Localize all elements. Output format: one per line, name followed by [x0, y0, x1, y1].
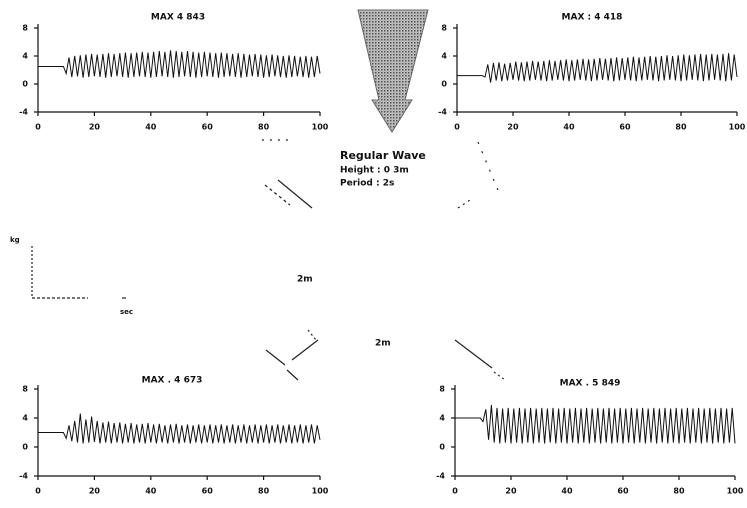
x-tick-label: 80	[673, 487, 685, 496]
data-line	[457, 53, 737, 82]
x-tick-label: 100	[312, 123, 329, 132]
x-tick-label: 60	[617, 487, 629, 496]
x-tick-label: 20	[89, 123, 101, 132]
x-tick-label: 100	[729, 123, 746, 132]
data-line	[38, 50, 320, 77]
chart-title: MAX 4 843	[151, 13, 205, 23]
sketch	[32, 140, 505, 380]
y-tick-label: 4	[22, 52, 28, 61]
x-tick-label: 60	[619, 123, 631, 132]
chart-title: MAX . 4 673	[142, 376, 203, 386]
x-tick-label: 80	[675, 123, 687, 132]
y-tick-label: 8	[22, 385, 28, 394]
y-tick-label: 0	[22, 80, 28, 89]
y-tick-label: -4	[436, 472, 445, 481]
chart-title: MAX : 4 418	[562, 13, 623, 23]
y-tick-label: 4	[22, 414, 28, 423]
x-tick-label: 40	[561, 487, 573, 496]
distance-label: 2m	[297, 275, 313, 285]
x-tick-label: 60	[202, 123, 214, 132]
figure: Regular Wave Height : 0 3m Period : 2s 2…	[0, 0, 747, 508]
unit-label: kg	[10, 236, 20, 244]
y-tick-label: 0	[22, 443, 28, 452]
distance-label: 2m	[375, 339, 391, 349]
x-tick-label: 100	[727, 487, 744, 496]
x-tick-label: 100	[312, 487, 329, 496]
x-tick-label: 80	[258, 487, 270, 496]
y-tick-label: 4	[439, 414, 445, 423]
wave-arrow	[358, 10, 428, 132]
y-tick-label: 0	[439, 443, 445, 452]
y-tick-label: 4	[441, 52, 447, 61]
x-tick-label: 40	[145, 123, 157, 132]
x-tick-label: 20	[505, 487, 517, 496]
x-tick-label: 40	[563, 123, 575, 132]
x-tick-label: 20	[507, 123, 519, 132]
y-tick-label: -4	[19, 472, 28, 481]
x-tick-label: 0	[35, 487, 41, 496]
wave-title: Regular Wave	[340, 149, 426, 162]
y-tick-label: 8	[439, 385, 445, 394]
x-tick-label: 0	[452, 487, 458, 496]
data-line	[455, 405, 735, 444]
y-tick-label: 8	[441, 24, 447, 33]
data-line	[38, 414, 320, 444]
chart-title: MAX . 5 849	[560, 379, 621, 389]
unit-label: sec	[120, 308, 133, 316]
wave-height: Height : 0 3m	[340, 166, 409, 176]
x-tick-label: 20	[89, 487, 101, 496]
y-tick-label: 0	[441, 80, 447, 89]
x-tick-label: 60	[202, 487, 214, 496]
x-tick-label: 40	[145, 487, 157, 496]
x-tick-label: 0	[454, 123, 460, 132]
x-tick-label: 80	[258, 123, 270, 132]
x-tick-label: 0	[35, 123, 41, 132]
y-tick-label: -4	[438, 108, 447, 117]
y-tick-label: -4	[19, 108, 28, 117]
wave-period: Period : 2s	[340, 179, 394, 189]
y-tick-label: 8	[22, 24, 28, 33]
